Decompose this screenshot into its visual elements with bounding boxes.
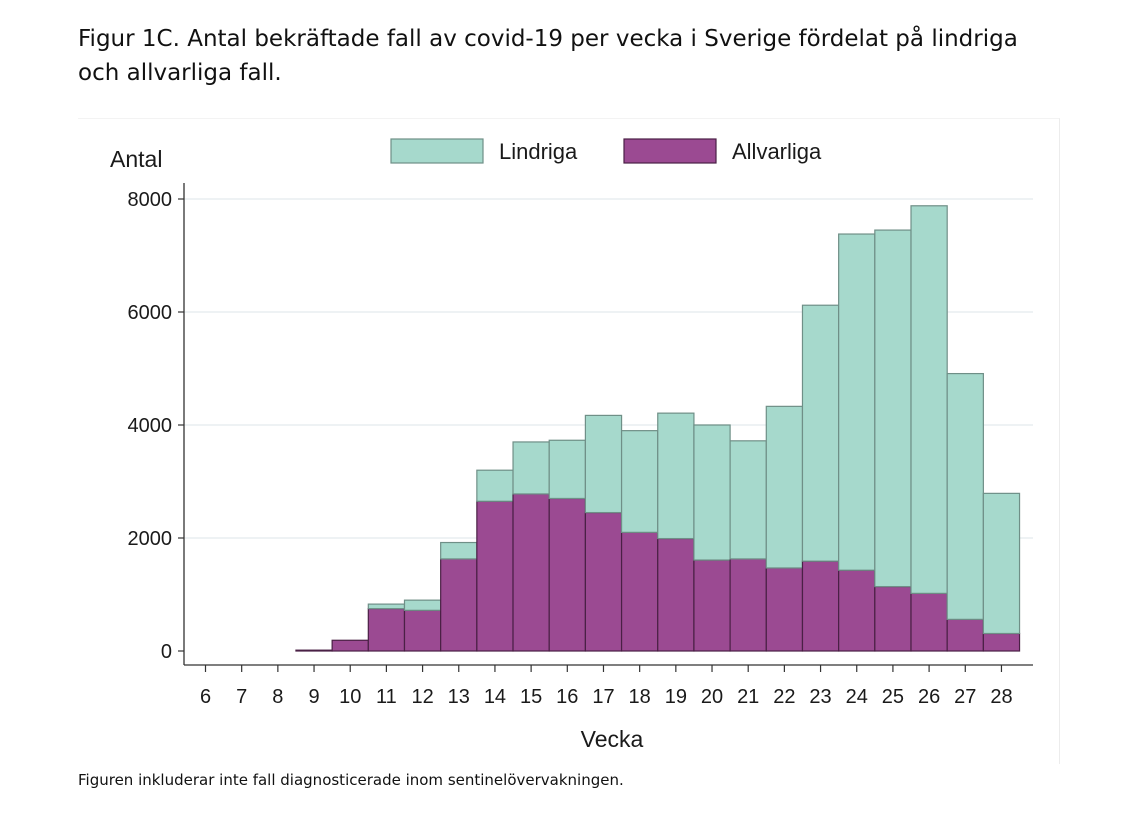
stacked-bar-chart: 0 2000 4000 6000 8000 6 7 8 9 10 11 12 13 14 15 16 17 18 1…: [110, 138, 1033, 752]
figure-title: Figur 1C. Antal bekräftade fall av covid…: [78, 26, 1018, 86]
bar-allvarliga: [295, 649, 333, 652]
bar-allvarliga: [620, 531, 659, 652]
x-tick-label: 23: [809, 686, 831, 708]
bar-lindriga: [403, 599, 442, 611]
bar-allvarliga: [801, 560, 840, 652]
x-tick-label: 9: [308, 686, 319, 708]
x-tick-label: 22: [773, 686, 795, 708]
bar-allvarliga: [367, 608, 406, 652]
bar-lindriga: [620, 430, 659, 533]
bar-allvarliga: [403, 609, 442, 652]
bar-allvarliga: [584, 511, 623, 652]
legend-label: Lindriga: [499, 139, 578, 164]
bar-lindriga: [946, 372, 984, 620]
x-axis-label: Vecka: [581, 726, 644, 752]
x-tick-label: 24: [846, 686, 868, 708]
bar-allvarliga: [729, 558, 767, 652]
x-tick-label: 12: [411, 686, 433, 708]
bar-lindriga: [512, 441, 550, 495]
bar-allvarliga: [838, 569, 876, 652]
y-tick-label: 8000: [128, 189, 173, 211]
legend-label: Allvarliga: [732, 139, 822, 164]
bar-allvarliga: [440, 558, 478, 652]
bar-lindriga: [657, 412, 695, 540]
bar-allvarliga: [874, 585, 912, 652]
bar-allvarliga: [982, 632, 1021, 652]
axes: 0 2000 4000 6000 8000 6 7 8 9 10 11 12 13 14 15 16 17 18 1…: [128, 183, 1033, 708]
x-tick-label: 14: [484, 686, 506, 708]
x-tick-label: 26: [918, 686, 940, 708]
bar-lindriga: [693, 424, 731, 561]
y-axis-label: Antal: [110, 146, 162, 172]
bar-allvarliga: [476, 500, 514, 652]
bar-allvarliga: [548, 497, 586, 652]
x-tick-label: 10: [339, 686, 361, 708]
bar-lindriga: [838, 233, 876, 571]
x-tick-label: 28: [990, 686, 1012, 708]
bar-lindriga: [548, 439, 586, 500]
bar-allvarliga: [910, 592, 948, 652]
x-tick-label: 13: [448, 686, 470, 708]
y-tick-label: 6000: [128, 302, 173, 324]
y-tick-label: 0: [161, 641, 172, 663]
bar-allvarliga: [765, 567, 804, 652]
legend-swatch: [623, 138, 717, 164]
y-tick-label: 4000: [128, 415, 173, 437]
x-tick-label: 7: [236, 686, 247, 708]
bar-lindriga: [476, 469, 514, 502]
y-tick-label: 2000: [128, 528, 173, 550]
x-tick-label: 18: [629, 686, 651, 708]
bar-allvarliga: [693, 559, 731, 652]
bar-allvarliga: [512, 493, 550, 652]
bar-allvarliga: [946, 618, 984, 652]
x-tick-label: 11: [376, 686, 397, 708]
bar-lindriga: [584, 414, 623, 514]
x-tick-label: 15: [520, 686, 542, 708]
bar-lindriga: [367, 603, 406, 610]
x-tick-label: 25: [882, 686, 904, 708]
bar-lindriga: [874, 229, 912, 588]
legend-swatch: [390, 138, 484, 164]
bar-lindriga: [440, 541, 478, 560]
x-tick-label: 17: [592, 686, 614, 708]
chart-area: 0 2000 4000 6000 8000 6 7 8 9 10 11 12 13 14 15 16 17 18 1…: [78, 118, 1060, 764]
x-tick-label: 20: [701, 686, 723, 708]
x-tick-label: 27: [954, 686, 976, 708]
figure-footnote: Figuren inkluderar inte fall diagnostice…: [78, 771, 624, 789]
bar-allvarliga: [657, 537, 695, 652]
bar-allvarliga: [331, 639, 369, 652]
bar-lindriga: [910, 205, 948, 594]
x-tick-label: 8: [272, 686, 283, 708]
x-tick-label: 16: [556, 686, 578, 708]
bar-lindriga: [729, 440, 767, 560]
x-tick-label: 6: [200, 686, 211, 708]
bar-lindriga: [765, 405, 804, 569]
x-tick-label: 19: [665, 686, 687, 708]
legend: Lindriga Allvarliga: [390, 138, 822, 164]
bar-lindriga: [801, 304, 840, 562]
x-tick-label: 21: [737, 686, 759, 708]
bar-lindriga: [982, 492, 1021, 635]
bars: [295, 205, 1021, 652]
